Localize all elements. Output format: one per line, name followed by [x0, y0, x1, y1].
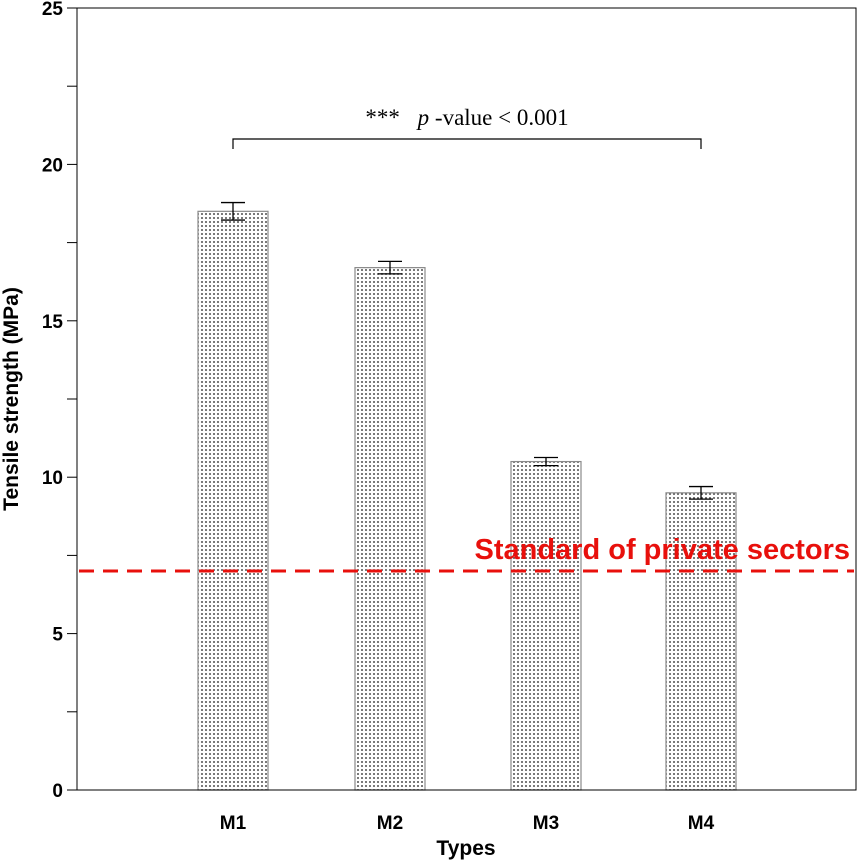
x-axis-title: Types	[436, 837, 495, 860]
bar-m1	[197, 210, 269, 791]
significance-bracket	[232, 138, 702, 149]
x-tick-label-m4: M4	[688, 813, 715, 834]
significance-p-symbol: p	[416, 105, 430, 130]
x-tick-label-m1: M1	[220, 813, 247, 834]
y-axis-ticks: 0 5 10 15 20 25	[42, 0, 77, 802]
significance-stars: ***	[365, 105, 400, 130]
significance-text: -value < 0.001	[435, 105, 569, 130]
bars-layer	[197, 210, 737, 791]
reference-line-label: Standard of private sectors	[475, 534, 851, 566]
y-axis-title: Tensile strength (MPa)	[0, 287, 23, 511]
y-tick-label: 20	[42, 155, 63, 176]
significance-label: *** p -value < 0.001	[365, 105, 568, 130]
significance-annotation: *** p -value < 0.001	[232, 105, 702, 149]
error-bar-m1	[221, 201, 245, 221]
error-bars-layer	[221, 201, 713, 500]
y-tick-label: 0	[52, 781, 63, 802]
x-axis-ticks: M1 M2 M3 M4	[220, 813, 715, 834]
bar-m2	[354, 267, 426, 791]
y-tick-label: 25	[42, 0, 64, 20]
x-tick-label-m3: M3	[533, 813, 559, 834]
y-tick-label: 15	[42, 312, 64, 333]
bar-m4	[665, 492, 737, 791]
y-tick-label: 5	[52, 625, 63, 646]
error-bar-m4	[689, 485, 713, 500]
error-bar-m3	[534, 456, 558, 467]
x-tick-label-m2: M2	[377, 813, 403, 834]
y-tick-label: 10	[42, 468, 63, 489]
bar-m3	[510, 460, 582, 791]
error-bar-m2	[378, 260, 402, 275]
